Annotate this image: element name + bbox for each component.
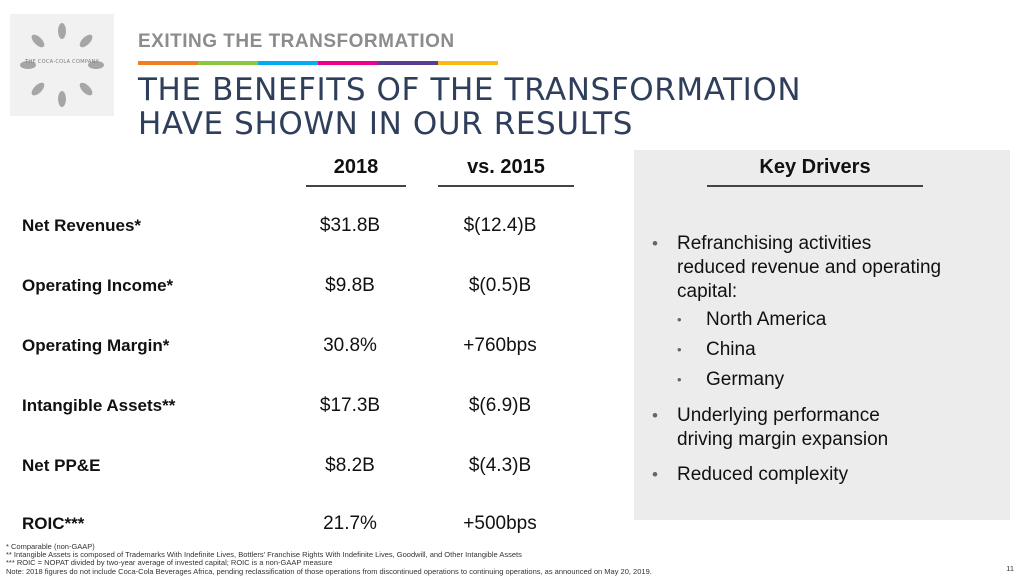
footnote: Note: 2018 figures do not include Coca-C… <box>6 566 652 576</box>
key-drivers-underline <box>707 185 923 187</box>
row-label: Net PP&E <box>22 456 101 475</box>
bullet-text: Refranchising activities reduced revenue… <box>677 232 941 304</box>
headline: THE BENEFITS OF THE TRANSFORMATION HAVE … <box>138 73 801 141</box>
bullet-line: reduced revenue and operating <box>677 257 942 278</box>
row-label: Intangible Assets** <box>22 396 176 415</box>
value-vs-2015: $(12.4)B <box>463 215 537 236</box>
column-header-2018: 2018 <box>333 156 379 178</box>
value-2018: $31.8B <box>319 215 381 236</box>
color-bar-segment <box>438 61 498 65</box>
row-label: Operating Income* <box>22 276 174 295</box>
row-label: Operating Margin* <box>22 336 170 355</box>
value-2018: $9.8B <box>325 275 375 296</box>
bullet-line: driving margin expansion <box>677 429 889 450</box>
value-vs-2015: $(6.9)B <box>468 395 532 416</box>
column-header-underline <box>438 185 574 187</box>
bullet-line: Underlying performance <box>677 405 880 426</box>
row-label: ROIC*** <box>22 514 85 533</box>
footnotes: * Comparable (non-GAAP) ** Intangible As… <box>6 542 652 576</box>
sub-bullet-icon: • <box>677 312 682 327</box>
bullet-text: Reduced complexity <box>677 464 849 485</box>
color-bar-segment <box>318 61 378 65</box>
color-bar-segment <box>138 61 198 65</box>
sub-bullet-icon: • <box>677 372 682 387</box>
company-logo: THE COCA-COLA COMPANY <box>10 14 114 116</box>
sub-bullet-icon: • <box>677 342 682 357</box>
value-2018: $8.2B <box>325 455 375 476</box>
logo-bottle-ring-icon <box>20 23 104 107</box>
section-title: EXITING THE TRANSFORMATION <box>138 31 455 52</box>
bullet-text: Underlying performance driving margin ex… <box>677 404 888 452</box>
column-header-underline <box>306 185 406 187</box>
page-number: 11 <box>1006 564 1014 573</box>
footnote: *** ROIC = NOPAT divided by two-year ave… <box>6 558 333 568</box>
headline-line-2: HAVE SHOWN IN OUR RESULTS <box>138 106 634 142</box>
sub-bullet-text: China <box>706 339 756 360</box>
bullet-icon: • <box>652 234 658 253</box>
value-2018: $17.3B <box>319 395 381 416</box>
headline-line-1: THE BENEFITS OF THE TRANSFORMATION <box>138 72 802 108</box>
bullet-line: Refranchising activities <box>677 233 872 254</box>
bullet-icon: • <box>652 465 658 484</box>
bullet-line: capital: <box>677 281 738 302</box>
color-bar-segment <box>198 61 258 65</box>
color-bar <box>138 61 498 65</box>
color-bar-segment <box>258 61 318 65</box>
value-vs-2015: $(4.3)B <box>468 455 532 476</box>
key-drivers-title: Key Drivers <box>759 156 871 178</box>
column-header-vs-2015: vs. 2015 <box>467 156 545 178</box>
logo-wordmark: THE COCA-COLA COMPANY <box>25 59 99 65</box>
footnote: * Comparable (non-GAAP) <box>6 542 95 551</box>
row-label: Net Revenues* <box>22 216 142 235</box>
value-2018: 21.7% <box>323 513 377 534</box>
sub-bullet-text: Germany <box>706 369 785 390</box>
value-vs-2015: +500bps <box>463 513 537 534</box>
footnote: ** Intangible Assets is composed of Trad… <box>6 550 522 560</box>
value-vs-2015: +760bps <box>463 335 537 356</box>
key-drivers-panel: Key Drivers • Refranchising activities r… <box>634 150 1010 520</box>
color-bar-segment <box>378 61 438 65</box>
sub-bullet-text: North America <box>706 309 827 330</box>
value-2018: 30.8% <box>323 335 377 356</box>
value-vs-2015: $(0.5)B <box>468 275 532 296</box>
bullet-icon: • <box>652 406 658 425</box>
